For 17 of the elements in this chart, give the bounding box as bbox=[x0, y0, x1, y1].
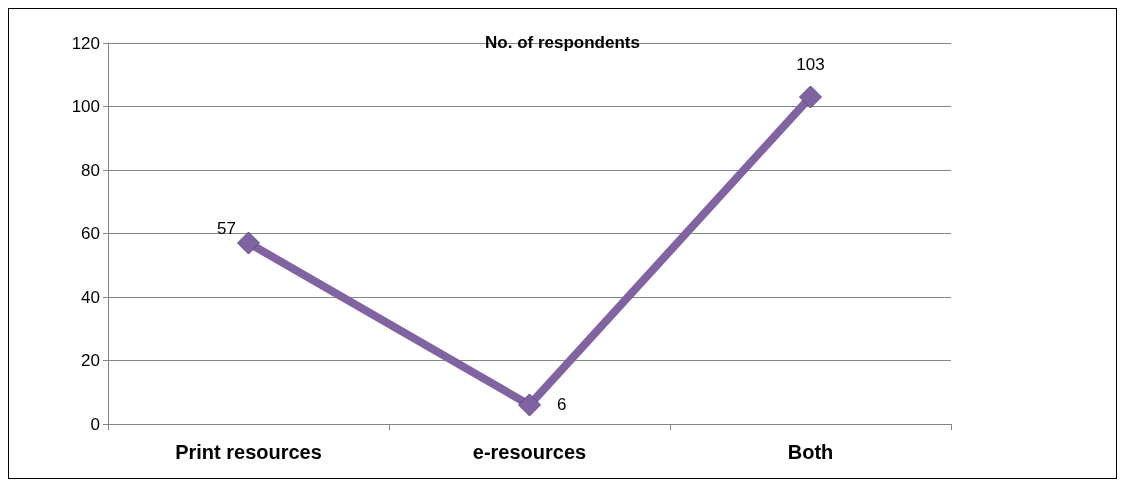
y-tick-label: 120 bbox=[71, 33, 100, 53]
data-label: 57 bbox=[217, 218, 236, 238]
point bbox=[518, 393, 541, 417]
y-tick-label: 60 bbox=[81, 224, 100, 243]
x-tick-label: Print resources bbox=[175, 441, 322, 463]
x-tick-label: e-resources bbox=[472, 441, 587, 463]
y-tick-label: 0 bbox=[90, 414, 100, 434]
data-label: 103 bbox=[796, 55, 825, 75]
y-tick-label: 80 bbox=[81, 160, 100, 180]
y-tick-label: 20 bbox=[81, 351, 100, 370]
point bbox=[799, 85, 822, 109]
x-tick-label: Both bbox=[787, 441, 834, 463]
y-tick-label: 100 bbox=[71, 97, 100, 116]
chart-title: No. of respondents bbox=[485, 33, 640, 52]
y-tick-label: 40 bbox=[81, 287, 100, 307]
point bbox=[237, 231, 260, 255]
data-label: 6 bbox=[557, 395, 567, 415]
